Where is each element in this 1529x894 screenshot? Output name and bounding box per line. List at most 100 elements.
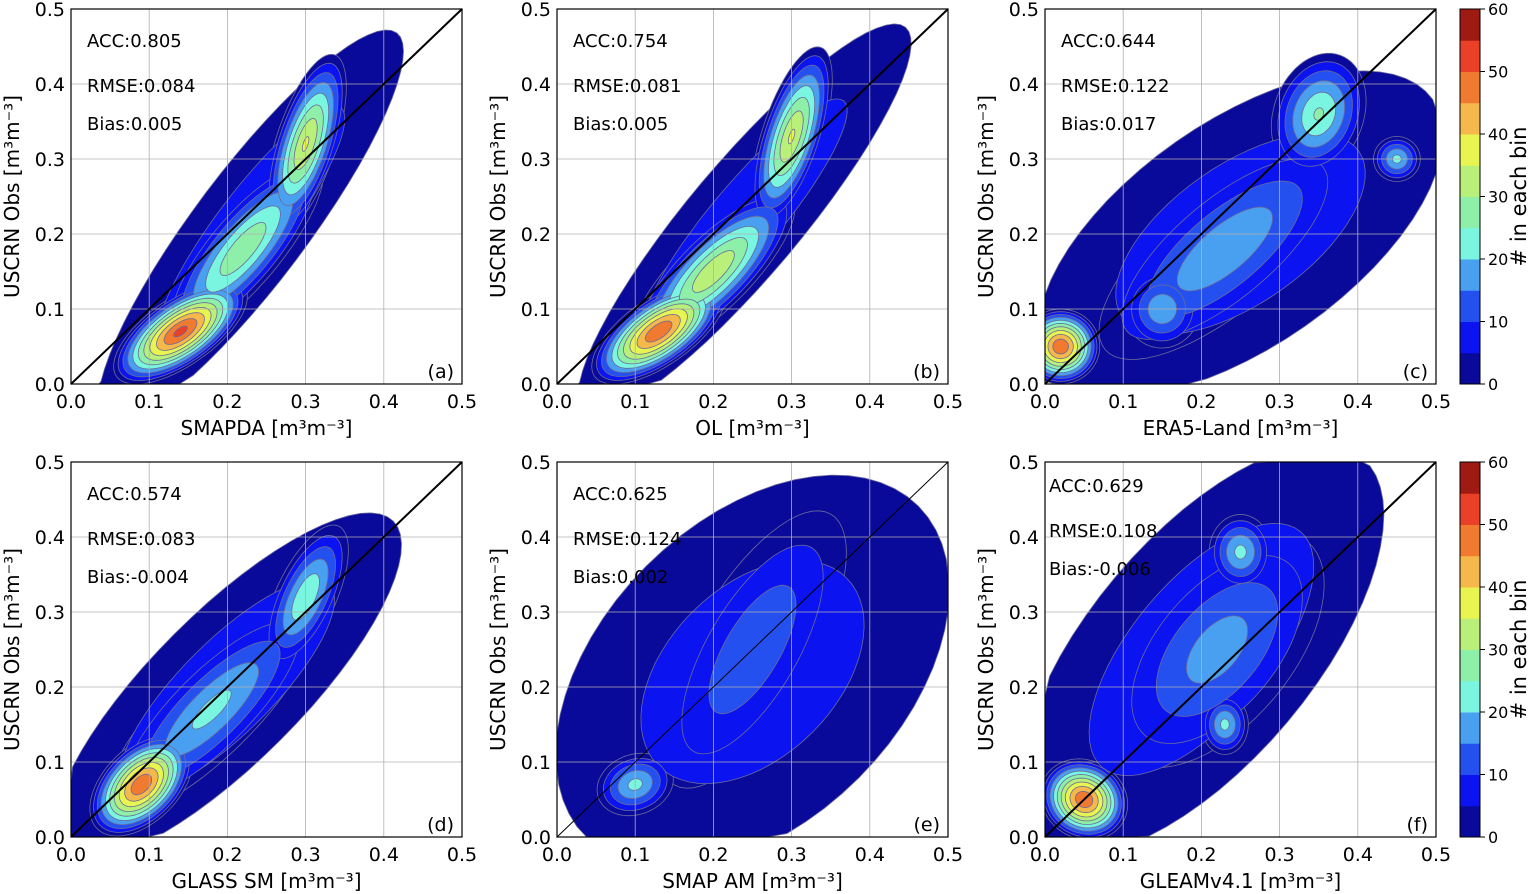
x-tick-label: 0.0	[542, 391, 572, 413]
acc-annotation: ACC:0.754	[573, 31, 668, 52]
y-axis-label: USCRN Obs [m³m⁻³]	[486, 95, 510, 298]
x-tick-label: 0.1	[134, 844, 164, 866]
x-tick-label: 0.3	[1264, 844, 1294, 866]
colorbar-swatch	[1460, 134, 1480, 166]
y-tick-label: 0.0	[521, 827, 551, 849]
colorbar-tick-label: 0	[1488, 828, 1498, 847]
colorbar-tick-label: 0	[1488, 375, 1498, 394]
colorbar-swatch	[1460, 774, 1480, 807]
x-tick-label: 0.2	[698, 844, 728, 866]
colorbar-swatch	[1460, 165, 1480, 197]
x-tick-label: 0.4	[369, 844, 399, 866]
one-to-one-line	[70, 8, 463, 385]
y-tick-label: 0.2	[1009, 677, 1039, 699]
contour-level-45	[644, 320, 673, 343]
y-tick-label: 0.1	[521, 299, 551, 321]
bias-annotation: Bias:-0.006	[1049, 559, 1151, 580]
y-tick-label: 0.5	[521, 0, 551, 21]
x-tick-label: 0.1	[1108, 844, 1138, 866]
x-tick-label: 0.2	[1186, 844, 1216, 866]
acc-annotation: ACC:0.574	[87, 484, 182, 505]
bias-annotation: Bias:0.005	[573, 114, 668, 135]
y-tick-label: 0.4	[35, 527, 65, 549]
contour-level-20	[1234, 544, 1247, 560]
colorbar-swatch	[1460, 524, 1480, 557]
x-tick-label: 0.3	[776, 391, 806, 413]
x-tick-label: 0.2	[212, 391, 242, 413]
colorbar-swatch	[1460, 227, 1480, 260]
y-tick-label: 0.2	[521, 677, 551, 699]
colorbar-swatch	[1460, 259, 1480, 291]
colorbar-swatch	[1460, 680, 1480, 713]
x-tick-label: 0.4	[369, 391, 399, 413]
y-axis-label: USCRN Obs [m³m⁻³]	[486, 548, 510, 751]
y-axis-label: USCRN Obs [m³m⁻³]	[974, 548, 998, 751]
colorbar-swatch	[1460, 805, 1480, 838]
x-tick-label: 0.4	[855, 844, 885, 866]
colorbar-1: 0 10 20 30 40 50 60 # in each bin	[1459, 0, 1529, 394]
colorbar-tick-label: 10	[1488, 313, 1508, 332]
contour-level-20	[191, 689, 232, 730]
panel-e: 0.00.0 0.1 0.1 0.2 0.2 0.3 0.3 0.4 0.4 0.5 0.5 ACC:…	[486, 452, 963, 893]
rmse-annotation: RMSE:0.108	[1049, 521, 1157, 542]
colorbar-label: # in each bin	[1507, 127, 1529, 267]
x-tick-label: 0.1	[1108, 391, 1138, 413]
one-to-one-line	[556, 8, 949, 385]
contour-fills	[70, 512, 402, 838]
x-tick-label: 0.4	[855, 391, 885, 413]
x-tick-label: 0.5	[1421, 391, 1451, 413]
acc-annotation: ACC:0.805	[87, 31, 182, 52]
y-tick-label: 0.0	[1009, 374, 1039, 396]
y-tick-label: 0.1	[1009, 299, 1039, 321]
panel-a: 0.00.0 0.1 0.1 0.2 0.2 0.3 0.3 0.4 0.4 0.5 0.5 ACC:…	[0, 0, 477, 440]
y-tick-label: 0.3	[1009, 602, 1039, 624]
colorbar-swatch	[1460, 290, 1480, 322]
rmse-annotation: RMSE:0.124	[573, 529, 681, 550]
colorbar-swatch	[1460, 587, 1480, 619]
panel-f: 0.00.0 0.1 0.1 0.2 0.2 0.3 0.3 0.4 0.4 0.5 0.5 ACC:…	[974, 452, 1451, 893]
y-tick-label: 0.2	[521, 224, 551, 246]
rmse-annotation: RMSE:0.122	[1061, 76, 1169, 97]
y-tick-label: 0.0	[521, 374, 551, 396]
panel-letter: (f)	[1406, 814, 1428, 836]
y-tick-label: 0.0	[35, 827, 65, 849]
colorbar-swatch	[1460, 196, 1480, 229]
plot-frame	[1044, 461, 1437, 838]
colorbar-label: # in each bin	[1507, 580, 1529, 720]
rmse-annotation: RMSE:0.083	[87, 529, 195, 550]
one-to-one-line	[556, 461, 949, 838]
y-tick-label: 0.2	[35, 224, 65, 246]
y-tick-label: 0.3	[521, 602, 551, 624]
x-axis-label: SMAP AM [m³m⁻³]	[662, 869, 843, 893]
colorbar-tick-label: 50	[1488, 516, 1508, 535]
contour-fills	[1044, 52, 1437, 385]
x-tick-label: 0.0	[56, 844, 86, 866]
y-tick-label: 0.2	[35, 677, 65, 699]
contour-level-50	[173, 325, 188, 338]
x-tick-label: 0.5	[933, 391, 963, 413]
x-axis-label: SMAPDA [m³m⁻³]	[181, 416, 353, 440]
colorbar-tick-label: 40	[1488, 125, 1508, 144]
x-tick-label: 0.3	[776, 844, 806, 866]
y-tick-label: 0.1	[35, 299, 65, 321]
colorbar-swatch	[1460, 649, 1480, 682]
colorbar-2: 0 10 20 30 40 50 60 # in each bin	[1459, 453, 1529, 847]
x-tick-label: 0.5	[447, 391, 477, 413]
y-tick-label: 0.4	[521, 527, 551, 549]
colorbar-tick-label: 30	[1488, 188, 1508, 207]
contour-level-25	[1313, 107, 1324, 121]
x-axis-label: GLEAMv4.1 [m³m⁻³]	[1140, 869, 1341, 893]
y-tick-label: 0.5	[35, 452, 65, 474]
x-tick-label: 0.1	[620, 391, 650, 413]
colorbar-tick-label: 60	[1488, 453, 1508, 472]
y-tick-label: 0.5	[1009, 452, 1039, 474]
contour-level-45	[130, 773, 153, 796]
y-tick-label: 0.1	[521, 752, 551, 774]
colorbar-tick-label: 40	[1488, 578, 1508, 597]
y-tick-label: 0.2	[1009, 224, 1039, 246]
plot-frame	[70, 461, 463, 838]
panel-letter: (e)	[913, 814, 940, 836]
colorbar-swatch	[1460, 40, 1480, 72]
colorbar-tick-label: 20	[1488, 703, 1508, 722]
colorbar-swatch	[1460, 743, 1480, 775]
